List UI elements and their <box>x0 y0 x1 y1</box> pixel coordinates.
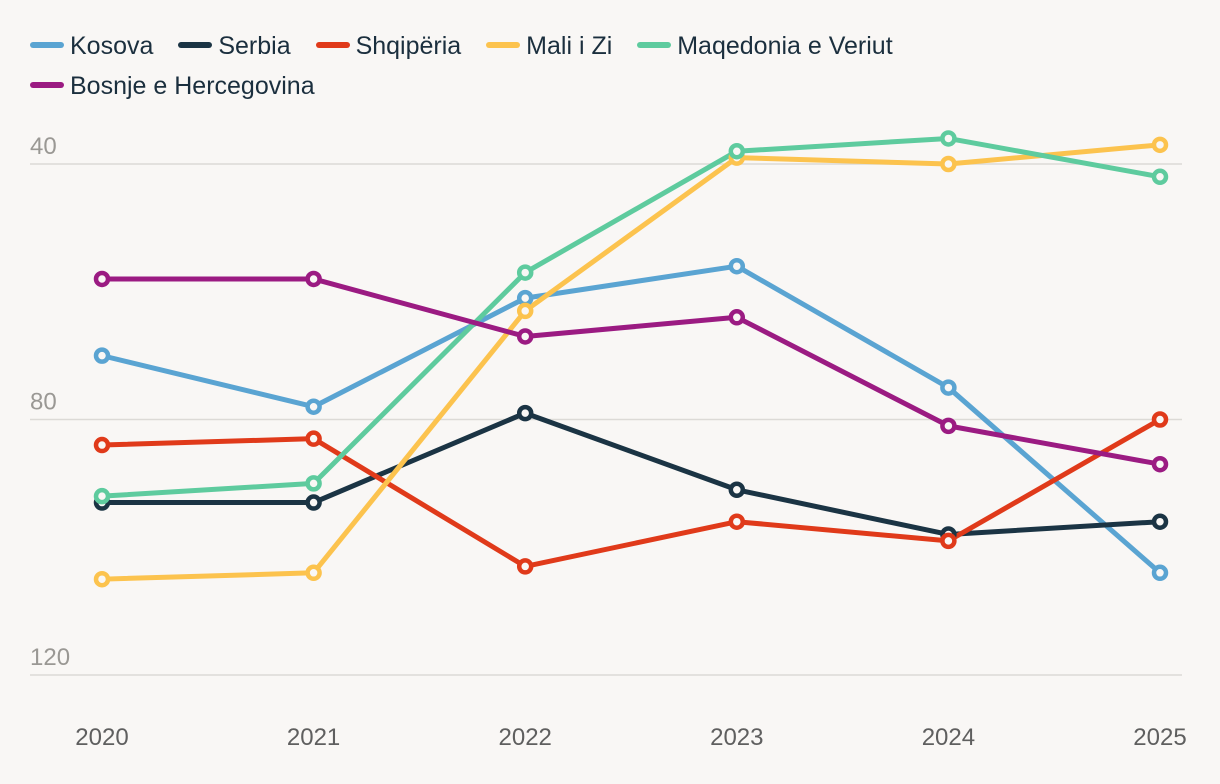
data-point <box>1151 411 1169 428</box>
y-axis-ticks: 40 80 120 <box>30 133 70 671</box>
data-point <box>1151 564 1169 582</box>
data-point <box>940 130 957 147</box>
legend-swatch <box>30 82 64 89</box>
data-point <box>1151 168 1169 186</box>
data-point <box>93 570 111 588</box>
data-point <box>305 430 322 447</box>
series-line-3 <box>99 142 1163 582</box>
data-point <box>728 309 746 326</box>
legend: Kosova Serbia Shqipëria Mali i Zi Maqedo… <box>30 26 1190 106</box>
data-point <box>940 417 957 435</box>
data-point <box>93 436 111 454</box>
data-point <box>516 264 534 281</box>
data-point <box>305 270 322 288</box>
data-point <box>728 142 746 160</box>
legend-item-3: Mali i Zi <box>486 32 630 60</box>
data-point <box>1151 513 1169 530</box>
data-point <box>1151 136 1169 154</box>
data-point <box>93 347 111 364</box>
series-line-5 <box>99 276 1163 467</box>
legend-label: Bosnje e Hercegovina <box>70 72 315 100</box>
data-point <box>93 487 111 505</box>
x-tick-label: 2023 <box>710 724 763 751</box>
legend-item-2: Shqipëria <box>315 32 480 60</box>
data-point <box>728 481 746 499</box>
legend-swatch <box>315 42 350 49</box>
data-point <box>728 513 746 530</box>
legend-swatch <box>637 42 672 49</box>
legend-swatch <box>30 42 64 49</box>
series-line-2 <box>99 417 1163 569</box>
data-point <box>516 404 534 422</box>
y-tick-label: 40 <box>30 133 57 160</box>
legend-swatch <box>486 42 521 49</box>
legend-label: Mali i Zi <box>526 32 613 60</box>
data-point <box>940 379 957 396</box>
x-axis-ticks: 2020 2021 2022 2023 2024 2025 <box>75 724 1186 751</box>
legend-item-0: Kosova <box>30 32 171 60</box>
gridlines <box>30 163 1182 676</box>
legend-item-1: Serbia <box>178 32 308 60</box>
legend-label: Maqedonia e Veriut <box>677 32 893 60</box>
legend-item-4: Maqedonia e Veriut <box>637 32 910 60</box>
data-point <box>305 494 322 511</box>
data-point <box>1151 455 1169 473</box>
y-tick-label: 120 <box>30 644 70 671</box>
data-point <box>305 564 322 582</box>
data-point <box>93 270 111 288</box>
legend-label: Kosova <box>70 32 154 60</box>
legend-swatch <box>178 42 213 49</box>
data-point <box>305 398 322 415</box>
series-line-0 <box>99 263 1163 576</box>
legend-item-5: Bosnje e Hercegovina <box>30 72 333 100</box>
x-tick-label: 2022 <box>499 724 552 751</box>
data-point <box>940 532 957 550</box>
data-point <box>516 328 534 345</box>
data-point <box>516 289 534 307</box>
data-point <box>516 558 534 575</box>
series-lines <box>99 135 1163 582</box>
x-tick-label: 2024 <box>922 724 975 751</box>
x-tick-label: 2020 <box>75 724 128 751</box>
data-point <box>305 475 322 492</box>
legend-label: Shqipëria <box>355 32 462 60</box>
legend-label: Serbia <box>218 32 291 60</box>
data-point <box>516 302 534 320</box>
data-point <box>940 155 957 173</box>
series-line-4 <box>99 135 1163 499</box>
data-point <box>728 257 746 275</box>
series-line-1 <box>99 410 1163 537</box>
x-tick-label: 2025 <box>1133 724 1186 751</box>
x-tick-label: 2021 <box>287 724 340 751</box>
y-tick-label: 80 <box>30 389 57 416</box>
series-points <box>93 130 1169 588</box>
